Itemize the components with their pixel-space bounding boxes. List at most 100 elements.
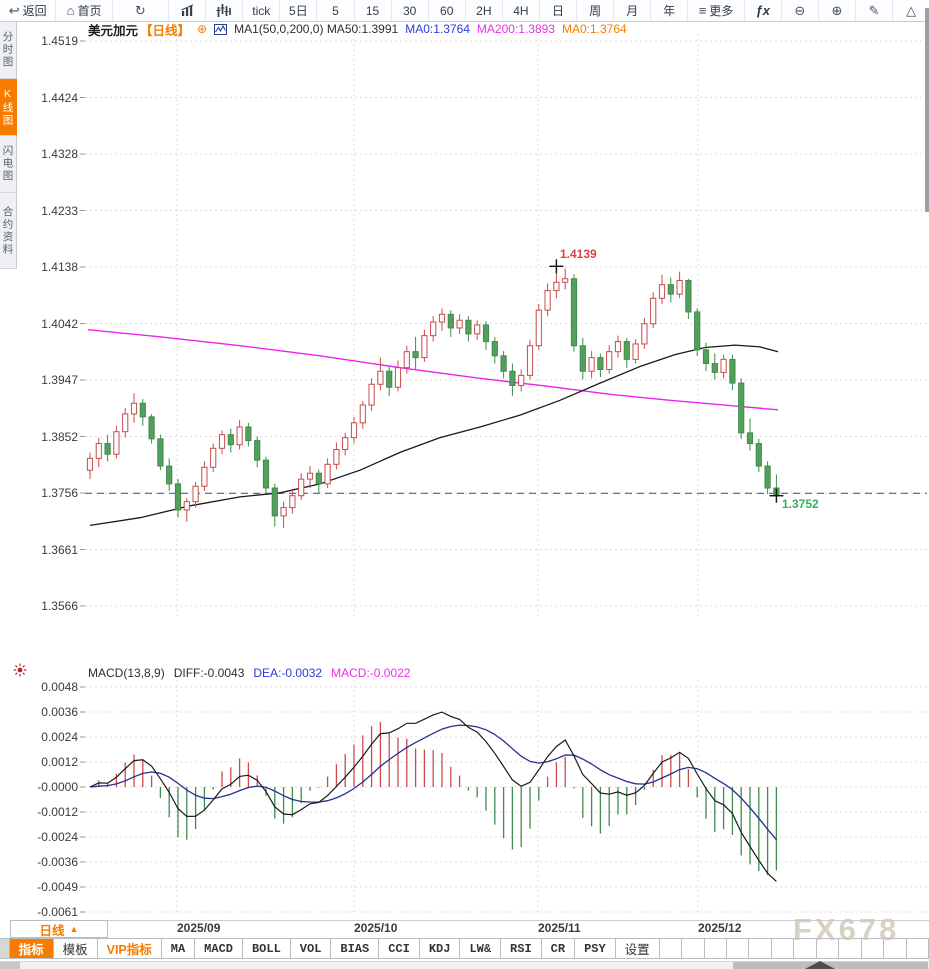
toolbar-zoom-in-button[interactable]: ⊕ [817,0,855,21]
indicator-tab-empty [884,939,907,958]
toolbar-bar-chart-button[interactable] [168,0,205,21]
price-axis-label: 1.3661 [41,542,78,557]
indicator-tab-empty [704,939,727,958]
toolbar-year-label: 年 [663,4,676,18]
toolbar-day-button[interactable]: 日 [538,0,576,21]
indicator-tab-empty [749,939,772,958]
time-axis-label: 2025/10 [354,921,398,935]
toolbar-home-button[interactable]: ⌂ 首页 [55,0,111,21]
zoom-in-icon: ⊕ [831,3,843,18]
indicator-tab-vol[interactable]: VOL [290,939,332,958]
symbol-period: 【日线】 [140,23,191,38]
toolbar-refresh-button[interactable]: ↻ [111,0,168,21]
indicator-tab-boll[interactable]: BOLL [242,939,291,958]
zoom-out-icon: ⊖ [794,3,806,18]
toolbar-more-label: 更多 [709,4,734,18]
more-icon: ≡ [698,3,707,18]
toolbar-week-label: 周 [589,4,602,18]
vertical-scrollbar[interactable] [925,8,929,212]
price-axis-label: 1.3756 [41,486,78,500]
indicator-settings-icon[interactable] [13,663,27,682]
tabbar-corner [0,939,10,958]
toolbar-year-button[interactable]: 年 [650,0,687,21]
indicator-tab-empty [794,939,817,958]
toolbar-tick-button[interactable]: tick [242,0,279,21]
gridlines [80,34,927,915]
indicator-tab-macd[interactable]: MACD [195,939,243,958]
toolbar-m5-button[interactable]: 5 [316,0,353,21]
indicator-tab-指标[interactable]: 指标 [9,939,54,958]
indicator-tab-empty [727,939,750,958]
macd-diff-value: DIFF:-0.0043 [173,666,245,680]
indicator-tab-empty [771,939,795,958]
toolbar-5d-label: 5日 [289,4,308,18]
ma50-line [89,344,779,527]
sidebar-tab-1[interactable]: 分时图 [0,22,17,79]
high-price-annotation: 1.4139 [560,247,597,261]
indicator-tab-模板[interactable]: 模板 [53,939,98,958]
toolbar-m60-button[interactable]: 60 [427,0,465,21]
indicator-tab-rsi[interactable]: RSI [501,939,542,958]
toolbar-month-label: 月 [626,4,639,18]
sidebar-tab-3[interactable]: 闪电图 [0,136,17,193]
toolbar-h4-button[interactable]: 4H [501,0,539,21]
indicator-tab-empty [861,939,885,958]
hscroll-left-thumb[interactable] [0,962,20,969]
time-axis-label: 2025/09 [177,921,221,935]
bar-chart-icon [180,4,193,16]
macd-axis-label: 0.0036 [41,705,78,719]
horizontal-scrollbar[interactable] [0,961,929,969]
period-selector[interactable]: 日线 ▲ [10,920,108,938]
indicator-tab-empty [906,939,929,958]
toolbar-5d-button[interactable]: 5日 [279,0,316,21]
home-icon: ⌂ [66,3,75,18]
indicator-tab-vip指标[interactable]: VIP指标 [97,939,162,958]
chart-header: 美元加元 【日线】 ⊕ MA1(50,0,200,0) MA50:1.3991 … [88,21,627,38]
price-axis-label: 1.4042 [41,316,78,331]
toolbar-draw-button[interactable]: ✎ [854,0,892,21]
add-compare-icon[interactable]: ⊕ [197,22,208,36]
toolbar-back-button[interactable]: ↩ 返回 [0,0,55,21]
toolbar-h2-button[interactable]: 2H [464,0,502,21]
sidebar-tab-2[interactable]: K线图 [0,79,17,136]
price-axis-label: 1.4519 [41,34,78,48]
macd-dea-value: DEA:-0.0032 [253,666,323,680]
toolbar-h4-label: 4H [513,3,529,18]
indicator-tab-kdj[interactable]: KDJ [419,939,461,958]
price-axis-label: 1.3947 [41,373,78,387]
toolbar-m30-button[interactable]: 30 [390,0,428,21]
xaxis-strip [17,920,929,938]
toolbar-more-button[interactable]: ≡ 更多 [687,0,743,21]
toolbar-week-button[interactable]: 周 [576,0,613,21]
draw-icon: ✎ [868,3,880,18]
toolbar-m15-button[interactable]: 15 [353,0,391,21]
price-axis-label: 1.4138 [41,260,78,274]
indicator-tab-cr[interactable]: CR [541,939,576,958]
indicator-tab-ma[interactable]: MA [161,939,196,958]
toolbar-month-button[interactable]: 月 [613,0,650,21]
chart-style-icon[interactable] [214,23,228,36]
toolbar-fx-button[interactable]: ƒx [743,0,781,21]
indicator-tab-bias[interactable]: BIAS [331,939,380,958]
macd-axis-label: -0.0012 [37,805,78,819]
scroll-up-arrow-icon[interactable] [805,961,835,969]
toolbar-shape-button[interactable]: △ [892,0,929,21]
toolbar-zoom-out-button[interactable]: ⊖ [780,0,818,21]
indicator-tab-cci[interactable]: CCI [379,939,420,958]
toolbar-h2-label: 2H [476,3,492,18]
indicator-tab-lw[interactable]: LW& [460,939,502,958]
toolbar-m30-label: 30 [402,3,417,18]
ma0-orange-label: MA0:1.3764 [561,22,627,36]
period-arrow-icon: ▲ [69,924,79,934]
kline-icon [216,4,232,17]
macd-axis-label: 0.0024 [41,730,78,744]
sidebar-tab-4[interactable]: 合约资料 [0,193,17,269]
ma200-line [87,329,779,411]
indicator-tab-设置[interactable]: 设置 [615,939,660,958]
hscroll-main-thumb[interactable] [733,961,928,969]
chart-type-sidebar: 分时图 K线图 闪电图 合约资料 [0,22,17,269]
indicator-tab-psy[interactable]: PSY [575,939,616,958]
macd-axis-label: -0.0049 [37,880,78,894]
toolbar-kline-chart-button[interactable] [205,0,242,21]
indicator-tab-empty [659,939,683,958]
